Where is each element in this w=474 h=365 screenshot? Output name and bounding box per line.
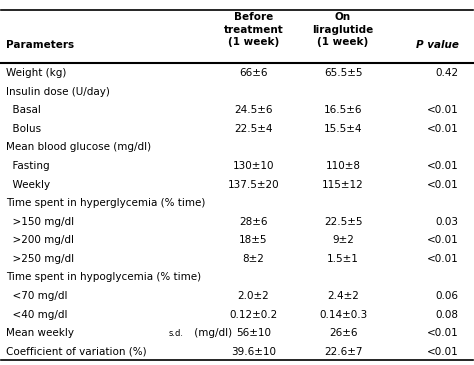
Text: 0.06: 0.06 bbox=[436, 291, 458, 301]
Text: <0.01: <0.01 bbox=[427, 124, 458, 134]
Text: 22.5±5: 22.5±5 bbox=[324, 217, 362, 227]
Text: 1.5±1: 1.5±1 bbox=[327, 254, 359, 264]
Text: <0.01: <0.01 bbox=[427, 235, 458, 245]
Text: 18±5: 18±5 bbox=[239, 235, 268, 245]
Text: s.d.: s.d. bbox=[169, 328, 183, 338]
Text: >150 mg/dl: >150 mg/dl bbox=[6, 217, 74, 227]
Text: Coefficient of variation (%): Coefficient of variation (%) bbox=[6, 347, 147, 357]
Text: 130±10: 130±10 bbox=[233, 161, 274, 171]
Text: 2.0±2: 2.0±2 bbox=[237, 291, 269, 301]
Text: 66±6: 66±6 bbox=[239, 68, 268, 78]
Text: <0.01: <0.01 bbox=[427, 161, 458, 171]
Text: Parameters: Parameters bbox=[6, 40, 74, 50]
Text: Insulin dose (U/day): Insulin dose (U/day) bbox=[6, 87, 110, 97]
Text: 9±2: 9±2 bbox=[332, 235, 354, 245]
Text: 24.5±6: 24.5±6 bbox=[234, 105, 273, 115]
Text: 0.08: 0.08 bbox=[436, 310, 458, 319]
Text: <0.01: <0.01 bbox=[427, 254, 458, 264]
Text: <0.01: <0.01 bbox=[427, 328, 458, 338]
Text: <0.01: <0.01 bbox=[427, 105, 458, 115]
Text: 2.4±2: 2.4±2 bbox=[327, 291, 359, 301]
Text: <0.01: <0.01 bbox=[427, 180, 458, 189]
Text: Weight (kg): Weight (kg) bbox=[6, 68, 66, 78]
Text: 26±6: 26±6 bbox=[329, 328, 357, 338]
Text: 0.14±0.3: 0.14±0.3 bbox=[319, 310, 367, 319]
Text: Weekly: Weekly bbox=[6, 180, 50, 189]
Text: 0.03: 0.03 bbox=[436, 217, 458, 227]
Text: Mean blood glucose (mg/dl): Mean blood glucose (mg/dl) bbox=[6, 142, 151, 153]
Text: 28±6: 28±6 bbox=[239, 217, 268, 227]
Text: 115±12: 115±12 bbox=[322, 180, 364, 189]
Text: 110±8: 110±8 bbox=[326, 161, 361, 171]
Text: <0.01: <0.01 bbox=[427, 347, 458, 357]
Text: Before
treatment
(1 week): Before treatment (1 week) bbox=[224, 12, 283, 47]
Text: >200 mg/dl: >200 mg/dl bbox=[6, 235, 74, 245]
Text: 15.5±4: 15.5±4 bbox=[324, 124, 362, 134]
Text: Time spent in hypoglycemia (% time): Time spent in hypoglycemia (% time) bbox=[6, 272, 201, 283]
Text: Mean weekly: Mean weekly bbox=[6, 328, 77, 338]
Text: 65.5±5: 65.5±5 bbox=[324, 68, 362, 78]
Text: (mg/dl): (mg/dl) bbox=[191, 328, 232, 338]
Text: 22.5±4: 22.5±4 bbox=[234, 124, 273, 134]
Text: 137.5±20: 137.5±20 bbox=[228, 180, 279, 189]
Text: 16.5±6: 16.5±6 bbox=[324, 105, 362, 115]
Text: <40 mg/dl: <40 mg/dl bbox=[6, 310, 68, 319]
Text: On
liraglutide
(1 week): On liraglutide (1 week) bbox=[312, 12, 374, 47]
Text: Basal: Basal bbox=[6, 105, 41, 115]
Text: >250 mg/dl: >250 mg/dl bbox=[6, 254, 74, 264]
Text: 39.6±10: 39.6±10 bbox=[231, 347, 276, 357]
Text: Time spent in hyperglycemia (% time): Time spent in hyperglycemia (% time) bbox=[6, 198, 205, 208]
Text: Fasting: Fasting bbox=[6, 161, 50, 171]
Text: 0.12±0.2: 0.12±0.2 bbox=[229, 310, 278, 319]
Text: Bolus: Bolus bbox=[6, 124, 41, 134]
Text: <70 mg/dl: <70 mg/dl bbox=[6, 291, 68, 301]
Text: P value: P value bbox=[416, 40, 458, 50]
Text: 8±2: 8±2 bbox=[243, 254, 264, 264]
Text: 22.6±7: 22.6±7 bbox=[324, 347, 362, 357]
Text: 56±10: 56±10 bbox=[236, 328, 271, 338]
Text: 0.42: 0.42 bbox=[435, 68, 458, 78]
